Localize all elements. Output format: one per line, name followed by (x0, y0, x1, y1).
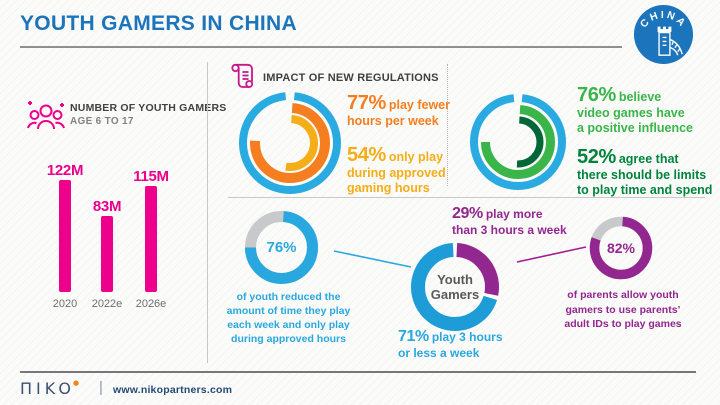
badge-circle (633, 4, 694, 65)
reduced-time-caption: of youth reduced the amount of time they… (226, 291, 351, 345)
youth-gamers-bar-chart: 122M 2020 83M 2022e 115M 2026e (20, 150, 200, 315)
stat-approved-hours-label: only play during approved gaming hours (347, 150, 446, 195)
stat-positive-influence: 76% believe video games have a positive i… (577, 85, 719, 136)
donut-ring (239, 92, 341, 194)
donut-ring (470, 94, 566, 190)
youth-gamers-pie-center-label: Youth Gamers (430, 272, 480, 302)
reduced-time-donut-value: 76% (266, 239, 297, 256)
scroll-icon (231, 63, 254, 88)
stat-3-hours-or-less-pct: 71% (398, 328, 429, 345)
stat-more-than-3-hours: 29% play more than 3 hours a week (452, 206, 577, 237)
stat-positive-influence-label: believe video games have a positive infl… (577, 90, 694, 135)
donut-ring (262, 115, 318, 171)
niko-logo-letters: ΠIKO (20, 379, 75, 398)
left-panel-subheading: AGE 6 TO 17 (70, 116, 134, 127)
parents-caption: of parents allow youth gamers to use par… (564, 289, 682, 330)
donut-ring (481, 105, 555, 179)
stat-limits: 52% agree that there should be limits to … (577, 147, 720, 198)
stat-3-hours-or-less: 71% play 3 hours or less a week (398, 329, 523, 360)
footer-divider (20, 371, 696, 373)
stat-more-than-3-hours-pct: 29% (452, 205, 483, 222)
donut-ring (245, 211, 318, 284)
bar-2020 (59, 180, 71, 292)
bar-year-label: 2022e (91, 298, 123, 310)
donut-ring (250, 103, 330, 183)
vertical-divider (207, 62, 208, 363)
stat-fewer-hours-pct: 77% (347, 92, 386, 114)
stat-positive-influence-pct: 76% (577, 84, 616, 106)
page-title: YOUTH GAMERS IN CHINA (20, 12, 297, 35)
bar-value-label: 115M (133, 168, 169, 185)
bar-year-label: 2026e (135, 298, 167, 310)
perception-donut-chart (470, 94, 566, 190)
china-badge: CHINA (633, 4, 694, 65)
stat-approved-hours: 54% only play during approved gaming hour… (347, 145, 457, 196)
footer-separator: | (99, 379, 103, 396)
youth-gamers-pie-chart (411, 243, 499, 331)
stat-limits-pct: 52% (577, 146, 616, 168)
regulations-donut-chart (239, 92, 341, 194)
horizontal-divider (228, 197, 705, 198)
parents-donut-chart (589, 216, 653, 280)
stat-limits-label: agree that there should be limits to pla… (577, 152, 713, 197)
stat-more-than-3-hours-label: play more than 3 hours a week (452, 207, 567, 237)
bar-value-label: 122M (46, 162, 84, 179)
great-wall-icon (657, 26, 683, 56)
bar-2022e (101, 216, 113, 292)
left-panel-heading: NUMBER OF YOUTH GAMERS (70, 102, 227, 114)
stat-approved-hours-pct: 54% (347, 144, 386, 166)
niko-logo: ΠIKO● (20, 379, 79, 398)
connector-blue (333, 250, 412, 268)
bar-2026e (145, 186, 157, 292)
reduced-time-donut-chart (245, 211, 318, 284)
stat-fewer-hours: 77% play fewer hours per week (347, 93, 457, 128)
bar-year-label: 2020 (52, 298, 78, 310)
stat-fewer-hours-label: play fewer hours per week (347, 98, 450, 128)
bar-value-label: 83M (92, 198, 122, 215)
pie-segment (411, 243, 499, 331)
logo-dot-icon: ● (72, 379, 80, 387)
donut-ring (589, 216, 653, 280)
pie-segment (411, 243, 499, 331)
website-url[interactable]: www.nikopartners.com (113, 384, 233, 396)
donut-ring (492, 116, 544, 168)
connector-purple (516, 246, 587, 263)
stat-3-hours-or-less-label: play 3 hours or less a week (398, 330, 503, 360)
youth-gamers-people-icon (27, 101, 65, 130)
regulations-heading: IMPACT OF NEW REGULATIONS (263, 72, 439, 84)
title-divider (20, 46, 622, 48)
parents-donut-value: 82% (606, 240, 636, 256)
dotted-divider (447, 64, 448, 186)
